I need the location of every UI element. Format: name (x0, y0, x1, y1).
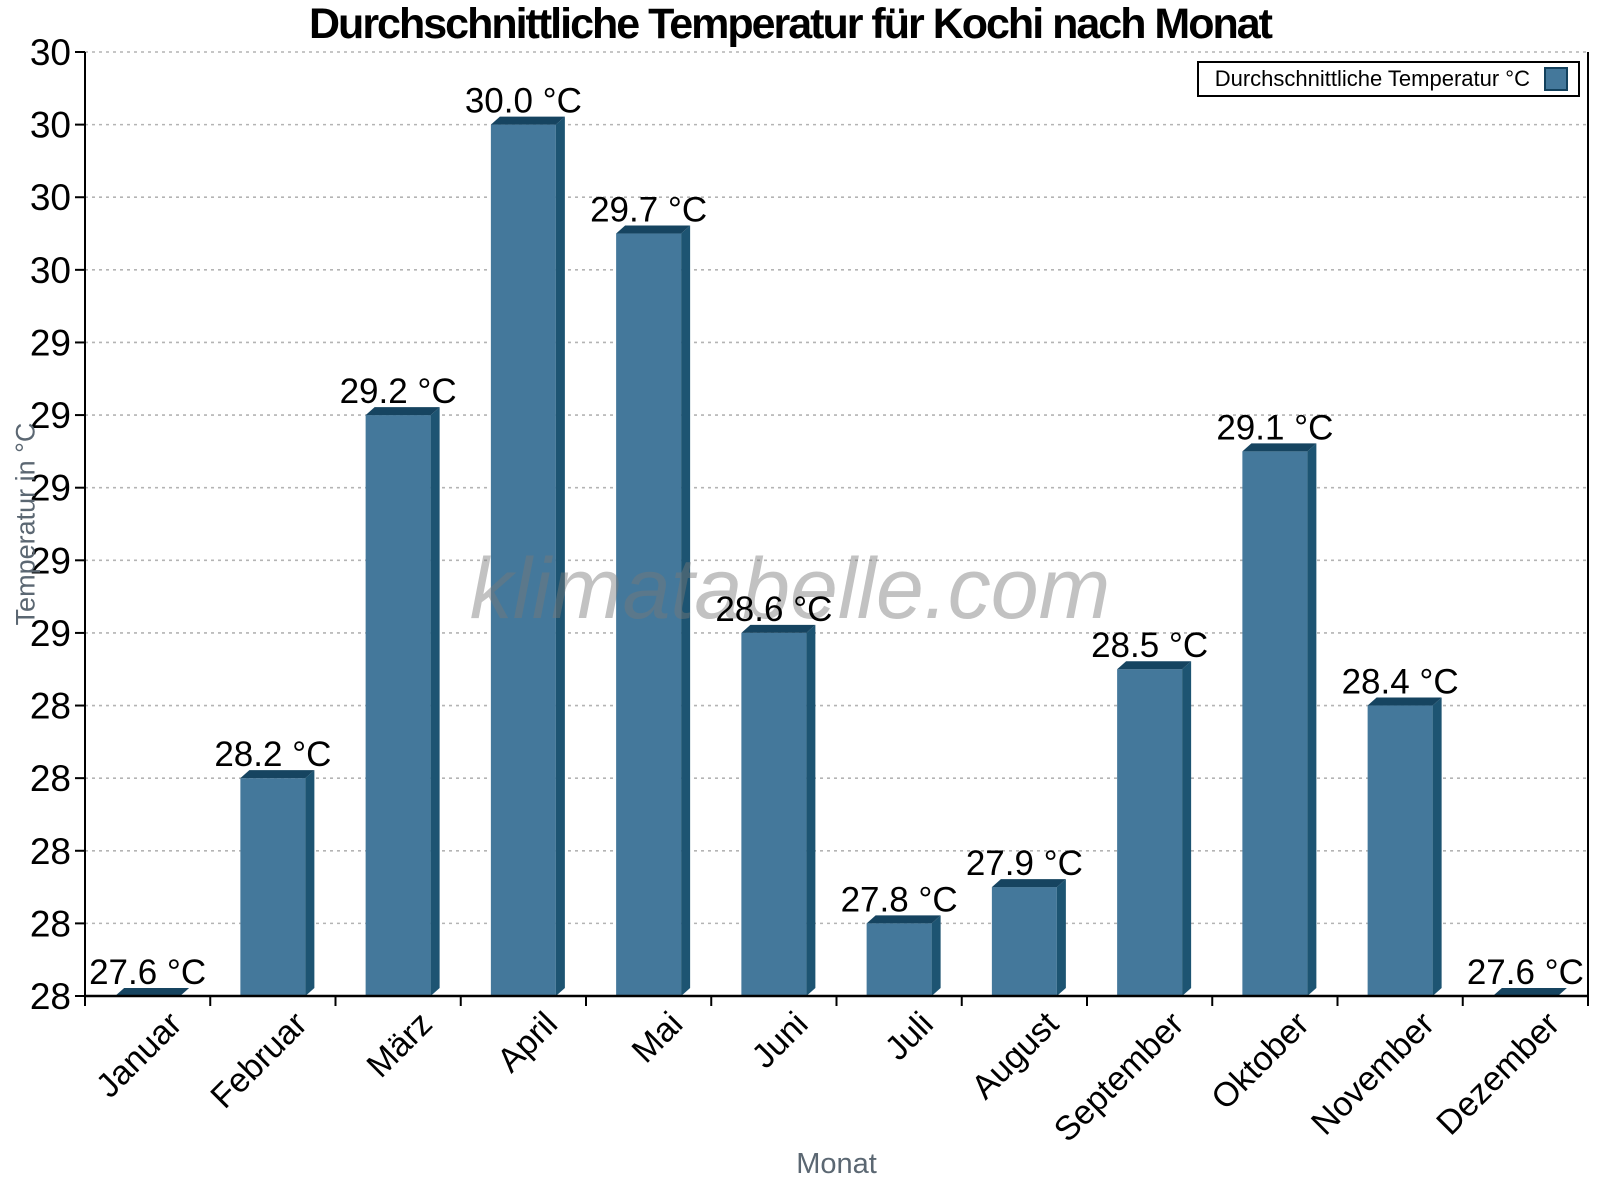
x-month-label-oktober: Oktober (1204, 1005, 1316, 1117)
legend-label: Durchschnittliche Temperatur °C (1214, 66, 1530, 91)
y-axis-title: Temperatur in °C (10, 422, 41, 626)
x-axis-title: Monat (796, 1148, 877, 1180)
bar-april[interactable] (490, 116, 565, 997)
bar-value-label-januar: 27.6 °C (89, 953, 206, 992)
x-month-label-juli: Juli (878, 1005, 941, 1068)
y-tick-label: 28 (30, 686, 71, 727)
y-tick-label: 28 (30, 903, 71, 944)
y-tick-label: 28 (30, 976, 71, 1017)
bar-value-label-august: 27.9 °C (966, 844, 1083, 883)
bar-top-face (1117, 661, 1192, 670)
legend-swatch-icon (1544, 67, 1568, 91)
bar-top-face (616, 225, 691, 234)
bar-dezember[interactable] (1492, 988, 1567, 996)
bar-value-label-juni: 28.6 °C (715, 590, 832, 629)
bar-mai[interactable] (616, 225, 691, 997)
bar-value-label-oktober: 29.1 °C (1216, 408, 1333, 447)
bar-value-label-märz: 29.2 °C (340, 372, 457, 411)
y-tick-label: 28 (30, 758, 71, 799)
bar-top-face (991, 879, 1066, 888)
bar-top-face (240, 770, 315, 779)
bar-side-face (555, 116, 565, 997)
x-month-label-mai: Mai (625, 1005, 691, 1071)
bar-side-face (681, 225, 691, 997)
bar-februar[interactable] (240, 770, 315, 996)
y-tick-label: 29 (30, 322, 71, 363)
y-tick-label: 29 (30, 613, 71, 654)
x-month-label-september: September (1047, 1005, 1191, 1149)
bar-value-label-september: 28.5 °C (1091, 626, 1208, 665)
bar-oktober[interactable] (1242, 443, 1317, 996)
bar-top-face (741, 624, 816, 633)
bar-face[interactable] (490, 124, 556, 997)
y-tick-label: 29 (30, 395, 71, 436)
bar-top-face (866, 915, 941, 924)
bar-face[interactable] (1242, 451, 1308, 996)
x-month-label-august: August (964, 1004, 1066, 1106)
x-month-label-april: April (490, 1005, 565, 1080)
bar-face[interactable] (741, 632, 807, 996)
bar-side-face (806, 624, 816, 996)
bar-märz[interactable] (365, 407, 440, 997)
y-grid (85, 51, 1588, 997)
bar-side-face (430, 407, 440, 997)
x-month-label-juni: Juni (745, 1005, 816, 1076)
bar-september[interactable] (1117, 661, 1192, 996)
axis-ticks (75, 51, 85, 997)
bar-value-label-juli: 27.8 °C (841, 880, 958, 919)
bar-face[interactable] (240, 778, 306, 996)
x-month-label-november: November (1304, 1005, 1442, 1143)
bar-november[interactable] (1367, 697, 1442, 996)
y-tick-label: 30 (30, 250, 71, 291)
y-tick-label: 29 (30, 540, 71, 581)
bar-face[interactable] (1367, 705, 1433, 996)
bar-side-face (931, 915, 941, 996)
x-month-label-februar: Februar (203, 1005, 314, 1116)
bar-value-label-dezember: 27.6 °C (1467, 953, 1584, 992)
x-month-label-dezember: Dezember (1429, 1005, 1567, 1143)
axes-spines (84, 52, 1589, 1006)
legend[interactable]: Durchschnittliche Temperatur °C (1196, 61, 1580, 97)
x-month-label-märz: März (359, 1005, 439, 1085)
y-tick-label: 28 (30, 831, 71, 872)
bar-top-face (490, 116, 565, 125)
y-tick-label: 29 (30, 468, 71, 509)
bar-top-face (365, 407, 440, 416)
bars (115, 116, 1567, 997)
bar-value-label-februar: 28.2 °C (214, 735, 331, 774)
x-tick-labels: Januar Februar März April Mai Juni Juli AugustS… (89, 1004, 1567, 1149)
bar-value-label-april: 30.0 °C (465, 82, 582, 121)
chart-title: Durchschnittliche Temperatur für Kochi n… (309, 0, 1273, 48)
y-tick-label: 30 (30, 32, 71, 73)
bar-januar[interactable] (115, 988, 190, 996)
bar-value-label-mai: 29.7 °C (590, 191, 707, 230)
bar-top-face (115, 988, 190, 996)
y-tick-label: 30 (30, 105, 71, 146)
bar-face[interactable] (616, 233, 682, 997)
x-month-label-januar: Januar (89, 1005, 189, 1105)
bar-top-face (1367, 697, 1442, 706)
bar-juni[interactable] (741, 624, 816, 996)
bar-top-face (1492, 988, 1567, 996)
watermark: klimatabelle.com (470, 541, 1110, 637)
bar-top-face (1242, 443, 1317, 452)
bar-side-face (305, 770, 315, 996)
bar-august[interactable] (991, 879, 1066, 996)
y-tick-label: 30 (30, 177, 71, 218)
bar-face[interactable] (365, 415, 431, 997)
bar-side-face (1182, 661, 1192, 996)
bar-value-label-november: 28.4 °C (1342, 663, 1459, 702)
bar-value-labels: 27.6 °C 28.2 °C 29.2 °C 30.0 °C 29.7 °C 28.6 … (89, 82, 1584, 992)
bar-side-face (1307, 443, 1317, 996)
bar-juli[interactable] (866, 915, 941, 996)
bar-side-face (1432, 697, 1442, 996)
bar-face[interactable] (1117, 669, 1183, 996)
bar-side-face (1056, 879, 1066, 996)
y-tick-labels: 30 30 30 30 29 29 29 29 29 28 28 28 28 28 (30, 32, 71, 1017)
bar-face[interactable] (991, 887, 1057, 996)
bar-face[interactable] (866, 923, 932, 996)
